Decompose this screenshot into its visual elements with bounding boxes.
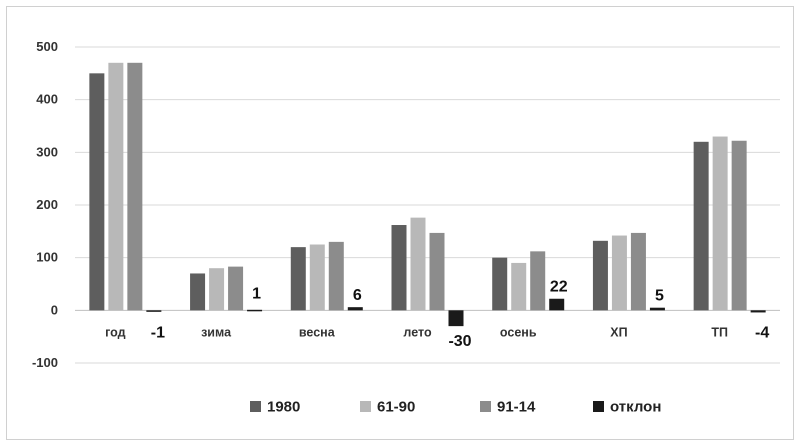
- bar-61-90-год: [108, 62, 124, 311]
- bar-91-14-ХП: [630, 232, 646, 311]
- data-label: 6: [353, 287, 362, 304]
- bar-отклон-осень: [549, 298, 565, 311]
- bar-отклон-весна: [347, 307, 363, 311]
- bar-91-14-ТП: [731, 140, 747, 311]
- data-label: -4: [755, 324, 769, 341]
- bar-1980-ТП: [693, 141, 709, 311]
- legend-swatch-61-90: [360, 401, 371, 412]
- bar-61-90-весна: [309, 244, 325, 311]
- bar-91-14-год: [127, 62, 143, 311]
- x-tick-label: весна: [299, 325, 336, 339]
- legend-swatch-1980: [250, 401, 261, 412]
- bar-1980-ХП: [592, 240, 608, 311]
- bar-61-90-осень: [511, 262, 527, 311]
- data-label: -1: [151, 324, 165, 341]
- y-tick-label: -100: [32, 355, 58, 370]
- bar-91-14-осень: [530, 251, 546, 311]
- bar-61-90-ХП: [611, 235, 627, 311]
- legend-label: 91-14: [497, 399, 536, 416]
- x-tick-label: зима: [201, 325, 232, 339]
- y-tick-label: 500: [36, 39, 58, 54]
- bar-1980-весна: [290, 247, 306, 311]
- bar-91-14-зима: [228, 266, 244, 311]
- bar-отклон-лето: [448, 310, 464, 327]
- bar-отклон-ТП: [750, 310, 766, 313]
- x-tick-label: лето: [403, 325, 432, 339]
- x-tick-label: осень: [500, 325, 537, 339]
- y-tick-label: 400: [36, 92, 58, 107]
- y-tick-label: 100: [36, 250, 58, 265]
- bar-1980-зима: [190, 273, 206, 311]
- bar-1980-лето: [391, 225, 407, 311]
- bar-отклон-год: [146, 310, 162, 312]
- bar-1980-осень: [492, 257, 508, 311]
- bar-отклон-зима: [247, 309, 263, 312]
- bar-61-90-ТП: [712, 136, 728, 311]
- legend-swatch-отклон: [593, 401, 604, 412]
- legend-label: отклон: [610, 399, 661, 416]
- y-tick-label: 0: [51, 302, 58, 317]
- bar-61-90-лето: [410, 217, 426, 311]
- bar-91-14-весна: [328, 241, 344, 311]
- data-label: 1: [252, 285, 261, 302]
- legend-swatch-91-14: [480, 401, 491, 412]
- y-tick-label: 300: [36, 144, 58, 159]
- legend-label: 1980: [267, 399, 300, 416]
- x-tick-label: ТП: [711, 325, 728, 339]
- y-tick-label: 200: [36, 197, 58, 212]
- data-label: -30: [448, 333, 471, 350]
- bar-61-90-зима: [209, 268, 225, 311]
- data-label: 5: [655, 288, 664, 305]
- bar-отклон-ХП: [649, 307, 665, 311]
- bar-91-14-лето: [429, 232, 445, 311]
- bar-1980-год: [89, 73, 105, 311]
- x-tick-label: ХП: [610, 325, 627, 339]
- x-tick-label: год: [105, 325, 126, 339]
- legend-label: 61-90: [377, 399, 415, 416]
- data-label: 22: [550, 279, 568, 296]
